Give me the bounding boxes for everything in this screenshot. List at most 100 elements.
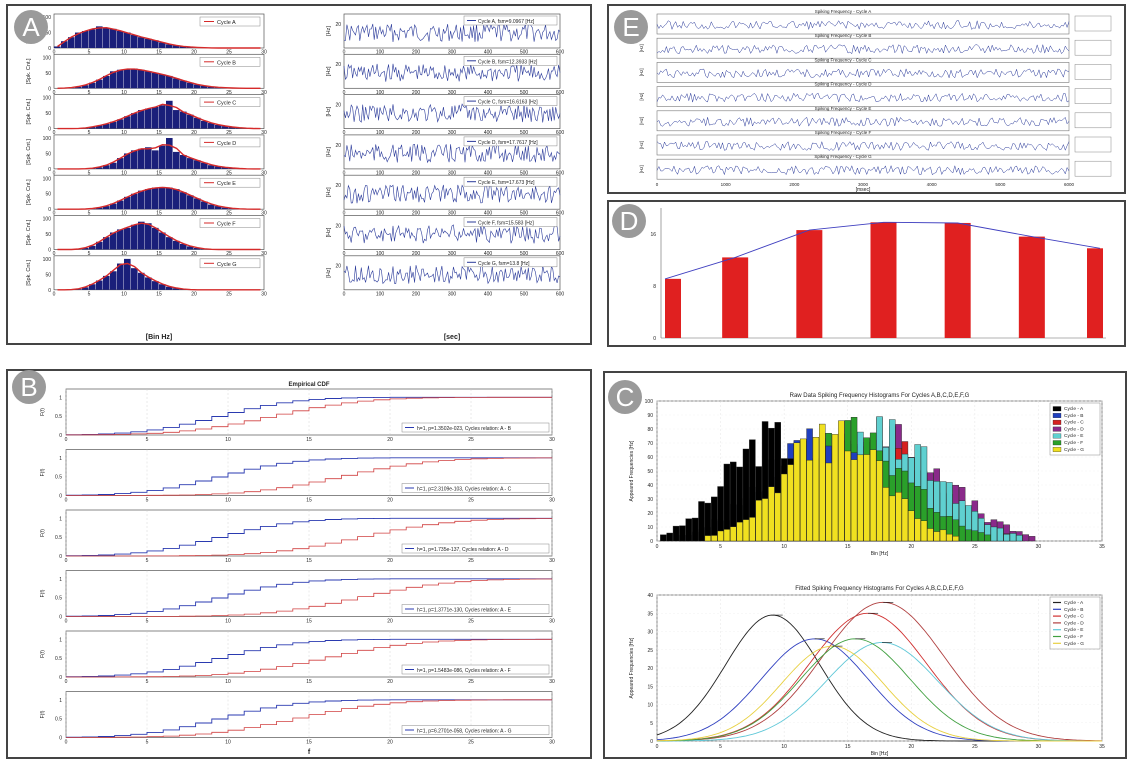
x-tick-label: 400 <box>484 170 493 176</box>
hist-bar <box>110 28 117 48</box>
y-tick-label: 0 <box>650 539 653 545</box>
x-tick-label: 10 <box>121 211 127 217</box>
hist-bar <box>103 75 110 89</box>
legend-label: Cycle B, fsm=12.3933 [Hz] <box>478 59 538 65</box>
y-tick-label: 0.5 <box>55 596 62 602</box>
legend-box <box>199 177 261 188</box>
x-tick-label: 200 <box>412 291 421 297</box>
hist-bar <box>173 189 180 210</box>
trace-line <box>656 68 1070 79</box>
hist-bar <box>89 245 96 250</box>
trend-line <box>664 221 1101 280</box>
legend-swatch <box>1052 406 1062 412</box>
hist-bar <box>208 204 215 210</box>
x-tick-label: 25 <box>226 90 232 96</box>
x-tick-label: 5 <box>146 498 149 504</box>
x-tick-label: 10 <box>225 740 231 746</box>
hist-bar <box>215 206 222 210</box>
hist-bar <box>201 85 208 89</box>
x-tick-label: 0 <box>65 558 68 564</box>
cdf-line-a <box>66 578 552 617</box>
hist-bar <box>124 196 131 210</box>
x-tick-label: 15 <box>156 50 162 56</box>
hist-bar <box>882 487 890 542</box>
x-tick-label: 5 <box>88 90 91 96</box>
x-tick-label: 30 <box>549 740 555 746</box>
hist-bar <box>131 35 138 48</box>
x-tick-label: 6000 <box>1064 182 1075 187</box>
x-tick-label: 25 <box>226 170 232 176</box>
hist-bar <box>152 72 159 89</box>
trace-title: Spiking Frequency - Cycle A <box>815 9 872 14</box>
y-tick-label: 0 <box>59 433 62 439</box>
legend-box <box>401 422 550 433</box>
y-tick-label: 100 <box>645 399 654 405</box>
y-tick-label: 10 <box>647 703 653 709</box>
hist-bar <box>159 186 166 210</box>
x-tick-label: 30 <box>261 291 267 297</box>
y-axis-label: Appeared Frequencies [Hz] <box>629 637 635 698</box>
cdf-line-other <box>66 699 552 738</box>
y-tick-label: 20 <box>335 223 341 229</box>
hist-bar <box>723 529 731 542</box>
hist-bar <box>173 110 180 129</box>
ts-line <box>343 63 561 82</box>
hist-bar <box>749 517 756 542</box>
y-tick-label: 50 <box>45 31 51 37</box>
x-tick-label: 15 <box>156 170 162 176</box>
hist-bar <box>711 496 718 542</box>
x-tick-label: 15 <box>156 291 162 297</box>
x-tick-label: 0 <box>53 90 56 96</box>
y-tick-label: 0 <box>59 675 62 681</box>
x-tick-label: 25 <box>972 544 978 550</box>
hist-bar <box>152 187 159 210</box>
y-axis-label: Appeared Frequencies [Hz] <box>629 440 635 501</box>
fit-axes <box>656 594 1103 742</box>
fit-curve <box>656 601 1103 742</box>
y-axis-label: [Hz] <box>639 141 644 149</box>
hist-bar <box>152 150 159 169</box>
x-tick-label: 5 <box>88 251 91 257</box>
x-tick-label: 15 <box>306 498 312 504</box>
trace-title: Spiking Frequency - Cycle D <box>814 82 872 87</box>
hist-bar <box>1016 535 1023 542</box>
x-axis-label: f <box>308 749 311 756</box>
y-tick-label: 50 <box>45 151 51 157</box>
hist-bar <box>103 165 110 169</box>
hist-bar <box>984 534 991 542</box>
y-tick-label: 0 <box>48 248 51 254</box>
panel-c-badge: C <box>608 380 642 414</box>
trace-axes <box>656 86 1070 107</box>
hist-bar <box>145 38 152 48</box>
legend-label: Cycle - F <box>1064 634 1083 640</box>
legend-swatch <box>1052 433 1062 439</box>
hist-bar <box>110 162 117 169</box>
x-tick-label: 30 <box>1036 744 1042 750</box>
x-tick-label: 15 <box>156 90 162 96</box>
y-tick-label: 20 <box>335 143 341 149</box>
hist-bar <box>173 45 180 48</box>
chart-title: Empirical CDF <box>288 382 329 388</box>
y-tick-label: 1 <box>59 395 62 401</box>
y-axis-label: [Hz] <box>326 227 332 237</box>
hist-bar <box>173 288 180 290</box>
cdf-line-other <box>66 638 552 678</box>
hist-bar <box>145 108 152 129</box>
y-tick-label: 30 <box>647 630 653 636</box>
x-tick-label: 500 <box>520 211 529 217</box>
hist-bar <box>96 167 103 169</box>
x-tick-label: 100 <box>376 130 385 136</box>
hist-bar <box>222 167 229 169</box>
hist-bar <box>117 119 124 129</box>
x-tick-label: 0 <box>65 619 68 625</box>
x-tick-label: 15 <box>306 437 312 443</box>
x-tick-label: 10 <box>121 170 127 176</box>
y-tick-label: 0.5 <box>55 535 62 541</box>
panel-e-charts: Spiking Frequency - Cycle A [Hz] Spiking F… <box>639 9 1112 192</box>
legend-box <box>401 543 550 554</box>
hist-bar <box>82 85 89 89</box>
hist-bar <box>229 127 236 129</box>
legend-box <box>401 664 550 675</box>
hist-bar <box>124 153 131 169</box>
y-tick-label: 20 <box>647 666 653 672</box>
